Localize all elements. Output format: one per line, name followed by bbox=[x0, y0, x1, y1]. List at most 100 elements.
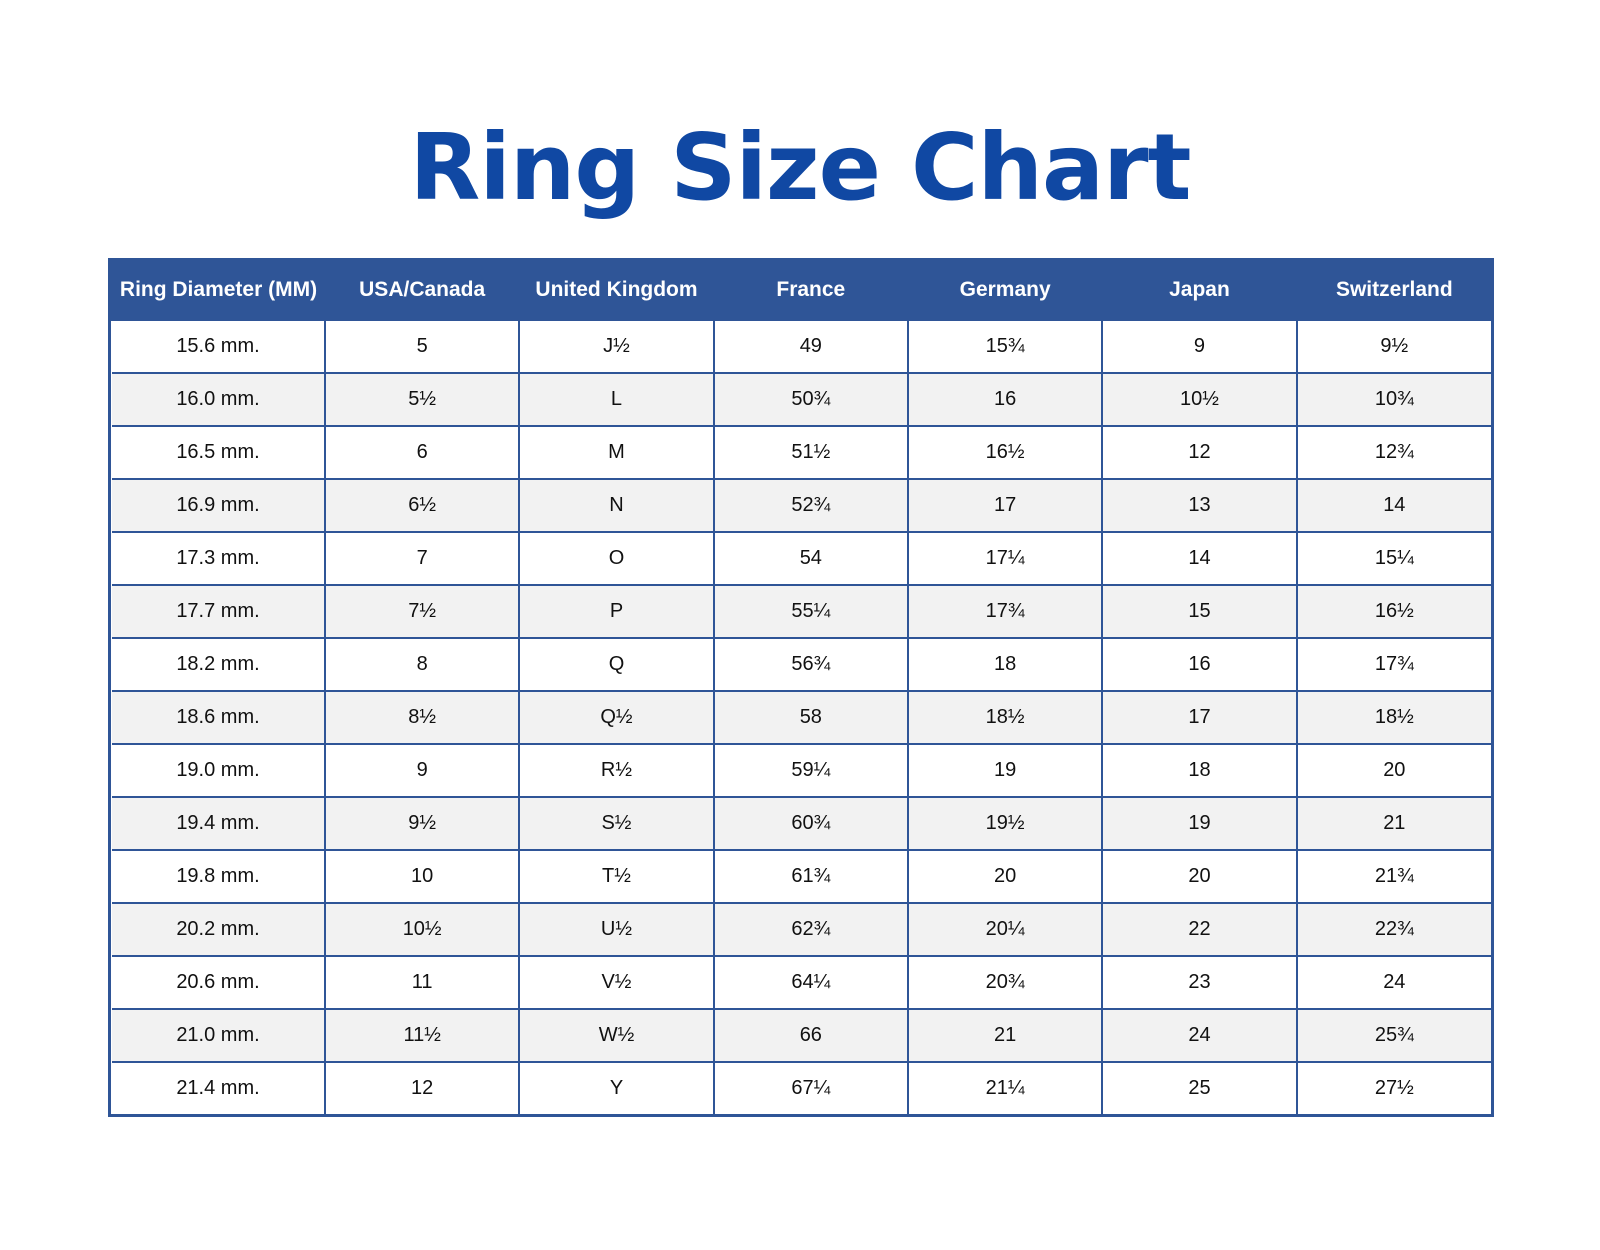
cell-united-kingdom: R½ bbox=[518, 743, 715, 798]
cell-usa-canada: 7 bbox=[323, 531, 521, 586]
cell-germany: 16½ bbox=[906, 425, 1104, 480]
cell-usa-canada: 11½ bbox=[323, 1008, 521, 1063]
cell-germany: 17 bbox=[906, 478, 1104, 533]
table-row: 21.0 mm. 11½ W½ 66 21 24 25¾ bbox=[112, 1008, 1491, 1063]
cell-ring-diameter: 16.0 mm. bbox=[112, 372, 326, 427]
cell-france: 56¾ bbox=[712, 637, 909, 692]
cell-united-kingdom: N bbox=[518, 478, 715, 533]
cell-germany: 16 bbox=[906, 372, 1104, 427]
cell-united-kingdom: P bbox=[518, 584, 715, 639]
header-france: France bbox=[712, 261, 908, 320]
cell-ring-diameter: 15.6 mm. bbox=[112, 319, 326, 374]
cell-ring-diameter: 18.2 mm. bbox=[112, 637, 326, 692]
cell-usa-canada: 5 bbox=[323, 319, 521, 374]
table-row: 18.6 mm. 8½ Q½ 58 18½ 17 18½ bbox=[112, 690, 1491, 745]
cell-japan: 9 bbox=[1101, 319, 1298, 374]
cell-usa-canada: 6 bbox=[323, 425, 521, 480]
cell-germany: 18½ bbox=[906, 690, 1104, 745]
cell-france: 59¼ bbox=[712, 743, 909, 798]
cell-usa-canada: 10½ bbox=[323, 902, 521, 957]
cell-ring-diameter: 17.7 mm. bbox=[112, 584, 326, 639]
cell-switzerland: 17¾ bbox=[1295, 637, 1491, 692]
cell-ring-diameter: 21.0 mm. bbox=[112, 1008, 326, 1063]
cell-ring-diameter: 19.4 mm. bbox=[112, 796, 326, 851]
cell-germany: 21¼ bbox=[906, 1061, 1104, 1114]
cell-usa-canada: 7½ bbox=[323, 584, 521, 639]
cell-united-kingdom: O bbox=[518, 531, 715, 586]
cell-united-kingdom: U½ bbox=[518, 902, 715, 957]
cell-switzerland: 12¾ bbox=[1295, 425, 1491, 480]
cell-usa-canada: 9 bbox=[323, 743, 521, 798]
cell-japan: 25 bbox=[1101, 1061, 1298, 1114]
cell-usa-canada: 8 bbox=[323, 637, 521, 692]
cell-usa-canada: 8½ bbox=[323, 690, 521, 745]
cell-united-kingdom: M bbox=[518, 425, 715, 480]
cell-usa-canada: 10 bbox=[323, 849, 521, 904]
cell-france: 61¾ bbox=[712, 849, 909, 904]
cell-japan: 19 bbox=[1101, 796, 1298, 851]
cell-ring-diameter: 20.2 mm. bbox=[112, 902, 326, 957]
cell-usa-canada: 6½ bbox=[323, 478, 521, 533]
cell-japan: 15 bbox=[1101, 584, 1298, 639]
cell-germany: 17¾ bbox=[906, 584, 1104, 639]
cell-ring-diameter: 16.9 mm. bbox=[112, 478, 326, 533]
cell-france: 50¾ bbox=[712, 372, 909, 427]
table-row: 17.7 mm. 7½ P 55¼ 17¾ 15 16½ bbox=[112, 584, 1491, 639]
cell-germany: 15¾ bbox=[906, 319, 1104, 374]
cell-france: 67¼ bbox=[712, 1061, 909, 1114]
cell-switzerland: 18½ bbox=[1295, 690, 1491, 745]
cell-france: 62¾ bbox=[712, 902, 909, 957]
table-row: 16.9 mm. 6½ N 52¾ 17 13 14 bbox=[112, 478, 1491, 533]
cell-japan: 22 bbox=[1101, 902, 1298, 957]
header-united-kingdom: United Kingdom bbox=[518, 261, 714, 320]
cell-switzerland: 25¾ bbox=[1295, 1008, 1491, 1063]
cell-switzerland: 27½ bbox=[1295, 1061, 1491, 1114]
table-row: 19.8 mm. 10 T½ 61¾ 20 20 21¾ bbox=[112, 849, 1491, 904]
table-body: 15.6 mm. 5 J½ 49 15¾ 9 9½ 16.0 mm. 5½ L 50¾ 16 10½ 10… bbox=[112, 319, 1491, 1114]
cell-france: 58 bbox=[712, 690, 909, 745]
cell-ring-diameter: 18.6 mm. bbox=[112, 690, 326, 745]
cell-switzerland: 16½ bbox=[1295, 584, 1491, 639]
cell-united-kingdom: Y bbox=[518, 1061, 715, 1114]
cell-united-kingdom: T½ bbox=[518, 849, 715, 904]
cell-switzerland: 20 bbox=[1295, 743, 1491, 798]
cell-japan: 20 bbox=[1101, 849, 1298, 904]
cell-united-kingdom: V½ bbox=[518, 955, 715, 1010]
cell-germany: 19 bbox=[906, 743, 1104, 798]
cell-france: 66 bbox=[712, 1008, 909, 1063]
cell-united-kingdom: Q½ bbox=[518, 690, 715, 745]
cell-ring-diameter: 19.8 mm. bbox=[112, 849, 326, 904]
table-row: 20.6 mm. 11 V½ 64¼ 20¾ 23 24 bbox=[112, 955, 1491, 1010]
table-row: 16.0 mm. 5½ L 50¾ 16 10½ 10¾ bbox=[112, 372, 1491, 427]
cell-usa-canada: 11 bbox=[323, 955, 521, 1010]
cell-united-kingdom: L bbox=[518, 372, 715, 427]
cell-japan: 16 bbox=[1101, 637, 1298, 692]
cell-switzerland: 21 bbox=[1295, 796, 1491, 851]
cell-japan: 13 bbox=[1101, 478, 1298, 533]
cell-japan: 24 bbox=[1101, 1008, 1298, 1063]
cell-germany: 21 bbox=[906, 1008, 1104, 1063]
cell-france: 49 bbox=[712, 319, 909, 374]
header-ring-diameter: Ring Diameter (MM) bbox=[111, 261, 325, 320]
cell-united-kingdom: S½ bbox=[518, 796, 715, 851]
table-header-row: Ring Diameter (MM) USA/Canada United Kin… bbox=[111, 261, 1491, 320]
table-row: 18.2 mm. 8 Q 56¾ 18 16 17¾ bbox=[112, 637, 1491, 692]
table-row: 20.2 mm. 10½ U½ 62¾ 20¼ 22 22¾ bbox=[112, 902, 1491, 957]
cell-japan: 17 bbox=[1101, 690, 1298, 745]
table-row: 19.0 mm. 9 R½ 59¼ 19 18 20 bbox=[112, 743, 1491, 798]
cell-switzerland: 15¼ bbox=[1295, 531, 1491, 586]
table-row: 19.4 mm. 9½ S½ 60¾ 19½ 19 21 bbox=[112, 796, 1491, 851]
cell-germany: 20¼ bbox=[906, 902, 1104, 957]
cell-germany: 18 bbox=[906, 637, 1104, 692]
cell-united-kingdom: Q bbox=[518, 637, 715, 692]
cell-germany: 17¼ bbox=[906, 531, 1104, 586]
cell-france: 64¼ bbox=[712, 955, 909, 1010]
cell-japan: 12 bbox=[1101, 425, 1298, 480]
cell-ring-diameter: 19.0 mm. bbox=[112, 743, 326, 798]
cell-usa-canada: 12 bbox=[323, 1061, 521, 1114]
cell-ring-diameter: 17.3 mm. bbox=[112, 531, 326, 586]
ring-size-table: Ring Diameter (MM) USA/Canada United Kin… bbox=[111, 261, 1491, 1114]
cell-japan: 18 bbox=[1101, 743, 1298, 798]
cell-united-kingdom: J½ bbox=[518, 319, 715, 374]
page-title: Ring Size Chart bbox=[409, 114, 1192, 221]
